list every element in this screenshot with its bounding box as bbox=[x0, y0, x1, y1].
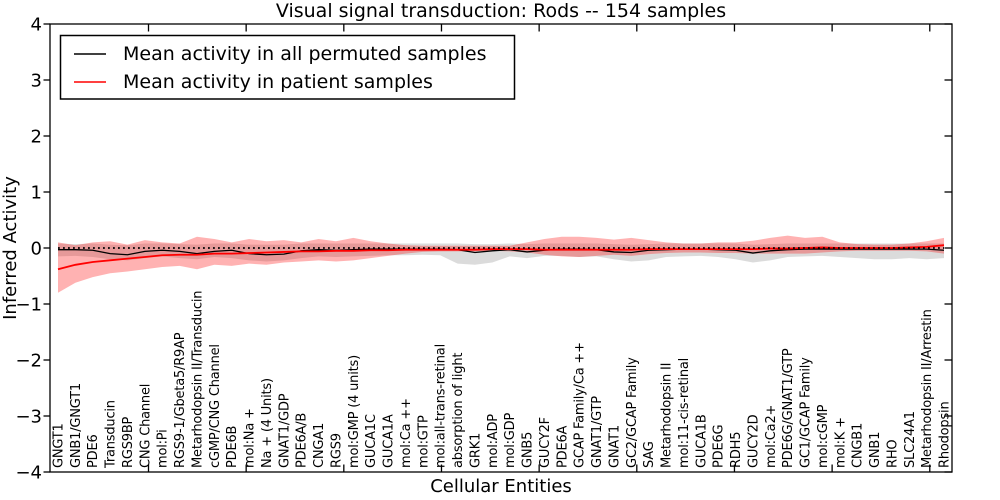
x-category-label: Na + (4 Units) bbox=[260, 378, 275, 468]
x-category-label: RHO bbox=[885, 440, 900, 468]
x-category-label: GNAT1 bbox=[607, 425, 622, 468]
x-tick-labels: GNGT1 GNB1/GNGT1 PDE6 Transducin RGS9BP CNG C… bbox=[52, 291, 953, 469]
x-category-label: Metarhodopsin II/Transducin bbox=[190, 291, 205, 468]
x-category-label: CNGB1 bbox=[851, 423, 866, 468]
x-category-label: mol:ADP bbox=[486, 414, 501, 468]
x-category-label: RGS9 bbox=[329, 433, 344, 468]
axis-ticks bbox=[43, 23, 952, 473]
chart-title: Visual signal transduction: Rods -- 154 … bbox=[276, 0, 726, 22]
y-tick-label: 4 bbox=[31, 15, 42, 36]
x-category-label: GNB1 bbox=[868, 432, 883, 468]
x-category-label: mol:GMP (4 units) bbox=[347, 355, 362, 468]
x-category-label: RDH5 bbox=[729, 432, 744, 468]
confidence-bands bbox=[58, 235, 944, 293]
x-category-label: PDE6A bbox=[555, 425, 570, 468]
x-category-label: PDE6A/B bbox=[295, 413, 310, 468]
series-lines bbox=[57, 244, 945, 271]
x-category-label: GUCY2D bbox=[746, 414, 761, 468]
x-category-label: mol:cGMP bbox=[816, 404, 831, 468]
x-category-label: PDE6 bbox=[86, 434, 101, 468]
x-category-label: PDE6G/GNAT1/GTP bbox=[781, 348, 796, 468]
x-category-label: GNB1/GNGT1 bbox=[69, 383, 84, 468]
x-category-label: PDE6G bbox=[712, 425, 727, 468]
x-category-label: GUCA1B bbox=[694, 414, 709, 468]
x-category-label: mol:K + bbox=[833, 417, 848, 468]
x-category-label: PDE6B bbox=[225, 426, 240, 468]
x-category-label: absorption of light bbox=[451, 353, 466, 468]
legend-label-permuted: Mean activity in all permuted samples bbox=[123, 43, 486, 65]
y-tick-label: 1 bbox=[31, 183, 42, 204]
y-tick-label: 0 bbox=[31, 239, 42, 260]
y-tick-label: −2 bbox=[15, 351, 42, 372]
x-category-label: GC1/GCAP Family bbox=[799, 357, 814, 468]
legend-box bbox=[59, 34, 516, 100]
x-category-label: GNGT1 bbox=[52, 423, 67, 468]
x-category-label: Rhodopsin bbox=[938, 401, 953, 468]
x-category-label: GUCY2F bbox=[538, 417, 553, 468]
x-category-label: GNAT1/GDP bbox=[277, 393, 292, 468]
y-tick-label: 2 bbox=[31, 127, 42, 148]
x-category-label: GCAP Family/Ca ++ bbox=[573, 342, 588, 468]
legend-label-patient: Mean activity in patient samples bbox=[123, 71, 433, 93]
x-category-label: mol:all-trans-retinal bbox=[434, 344, 449, 468]
x-axis-label: Cellular Entities bbox=[430, 476, 572, 497]
x-category-label: GUCA1A bbox=[382, 414, 397, 468]
x-category-label: Transducin bbox=[104, 400, 119, 469]
x-category-label: GNAT1/GTP bbox=[590, 396, 605, 468]
y-tick-label: −3 bbox=[15, 407, 42, 428]
x-category-label: SAG bbox=[642, 441, 657, 468]
x-category-label: mol:GTP bbox=[416, 415, 431, 468]
x-category-label: GC2/GCAP Family bbox=[625, 357, 640, 468]
x-category-label: mol:Ca2+ bbox=[764, 405, 779, 468]
legend: Mean activity in all permuted samples Me… bbox=[59, 34, 516, 100]
y-tick-label: −1 bbox=[15, 295, 42, 316]
series-0-line bbox=[58, 248, 945, 256]
x-category-label: RGS9BP bbox=[121, 416, 136, 468]
x-category-label: Metarhodopsin II/Arrestin bbox=[920, 309, 935, 468]
x-category-label: SLC24A1 bbox=[903, 411, 918, 468]
y-tick-labels: −4 −3 −2 −1 0 1 2 3 4 bbox=[15, 15, 42, 484]
x-category-label: CNGA1 bbox=[312, 423, 327, 468]
x-category-label: RGS9-1/Gbeta5/R9AP bbox=[173, 332, 188, 468]
series-1-line bbox=[57, 244, 945, 271]
x-category-label: mol:Pi bbox=[156, 429, 171, 468]
x-category-label: mol:GDP bbox=[503, 413, 518, 468]
x-category-label: CNG Channel bbox=[138, 384, 153, 468]
x-category-label: GRK1 bbox=[468, 433, 483, 468]
x-category-label: mol:11-cis-retinal bbox=[677, 358, 692, 468]
x-category-label: cGMP/CNG Channel bbox=[208, 344, 223, 468]
y-tick-label: 3 bbox=[31, 71, 42, 92]
y-tick-label: −4 bbox=[15, 463, 42, 484]
x-category-label: GUCA1C bbox=[364, 414, 379, 468]
x-category-label: mol:Ca ++ bbox=[399, 398, 414, 468]
x-category-label: mol:Na + bbox=[243, 408, 258, 468]
x-category-label: GNB5 bbox=[521, 432, 536, 468]
y-axis-label: Inferred Activity bbox=[0, 176, 21, 320]
x-category-label: Metarhodopsin II bbox=[660, 363, 675, 468]
